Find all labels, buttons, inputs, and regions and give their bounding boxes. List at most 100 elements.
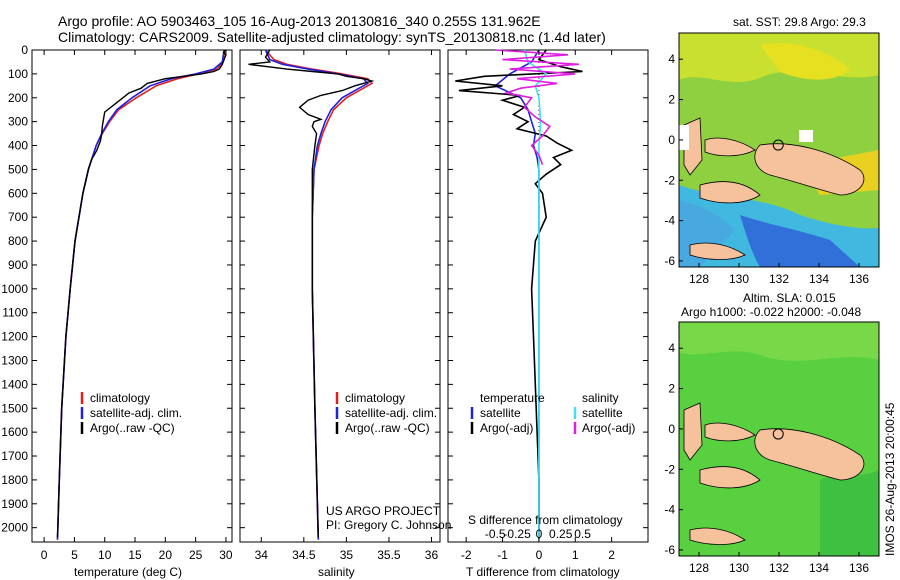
x-tick-label: 2: [608, 548, 615, 562]
map-x-tick-label: 136: [849, 561, 869, 575]
temperature-frame: [31, 49, 233, 543]
x-tick-label: 34: [255, 548, 269, 562]
y-tick-label: 1200: [1, 330, 28, 344]
x-tick-label: 35.5: [377, 548, 401, 562]
map-y-tick-label: -6: [664, 254, 675, 268]
sla-light-band: [679, 322, 879, 361]
legend-label-s-argo: Argo(-adj): [582, 421, 635, 435]
sla-dark-band: [820, 470, 879, 556]
x-tick-label: 1: [572, 548, 579, 562]
x-tick-label: 35: [340, 548, 354, 562]
map-y-tick-label: -6: [664, 543, 675, 557]
y-tick-label: 0: [21, 43, 28, 57]
map-y-tick-label: -4: [664, 503, 675, 517]
y-tick-label: 1500: [1, 401, 28, 415]
land-south-island: [689, 242, 746, 260]
map-x-tick-label: 132: [769, 561, 789, 575]
temperature-panel: 0 5 10 15 20 25 300100200300400500600700800900…: [1, 43, 233, 579]
series-line-3: [495, 49, 579, 165]
land-new-guinea: [754, 428, 865, 481]
map-y-tick-label: 2: [668, 93, 675, 107]
land-misool: [704, 137, 756, 157]
map-x-tick-label: 136: [849, 272, 869, 286]
series-line-1: [56, 49, 225, 540]
y-tick-label: 1700: [1, 449, 28, 463]
map-x-tick-label: 134: [809, 272, 829, 286]
pi-annotation: PI: Gregory C. Johnson: [326, 518, 451, 532]
legend-label-s-satellite: satellite: [582, 406, 623, 420]
y-tick-label: 1900: [1, 497, 28, 511]
y-tick-label: 300: [8, 115, 28, 129]
y-tick-label: 700: [8, 210, 28, 224]
legend-label-climatology: climatology: [90, 391, 150, 405]
map-x-tick-label: 130: [729, 561, 749, 575]
map-x-tick-label: 128: [689, 272, 709, 286]
y-tick-label: 1600: [1, 425, 28, 439]
sst-cloud-gap: [799, 130, 813, 142]
s-difference-label: S difference from climatology: [468, 513, 623, 527]
x-tick-label: 5: [71, 548, 78, 562]
sla-map-title2: Argo h1000: -0.022 h2000: -0.048: [681, 305, 861, 319]
x-tick-label: 0: [536, 548, 543, 562]
map-y-tick-label: 0: [668, 133, 675, 147]
x-tick-label: 34.5: [292, 548, 316, 562]
y-tick-label: 500: [8, 162, 28, 176]
map-y-tick-label: -2: [664, 462, 675, 476]
difference-frame: [447, 49, 649, 543]
temperature-xlabel: temperature (deg C): [74, 565, 182, 579]
sst-map-panel: sat. SST: 29.8 Argo: 29.3 128 130 132 134 13…: [664, 15, 880, 286]
map-y-tick-label: 2: [668, 382, 675, 396]
x-tick-label: 10: [98, 548, 112, 562]
salinity-panel: 34 34.5 35 35.5 36 climatology satellite-adj…: [239, 49, 451, 579]
map-y-tick-label: 0: [668, 422, 675, 436]
difference-panel: -2 -1 0 1 2 -0.5-0.25 0 0.25 0.5 temperature sal…: [447, 49, 649, 579]
map-x-tick-label: 134: [809, 561, 829, 575]
x-tick-label: 15: [128, 548, 142, 562]
y-tick-label: 1800: [1, 473, 28, 487]
sla-map-panel: Altim. SLA: 0.015 Argo h1000: -0.022 h20…: [664, 291, 880, 575]
x-tick-label: 36: [425, 548, 439, 562]
series-line-1: [455, 49, 583, 538]
t-difference-label: T difference from climatology: [466, 565, 620, 579]
legend-label-satellite: satellite-adj. clim.: [90, 406, 182, 420]
land-seram: [699, 181, 761, 204]
x-tick-label: 0: [41, 548, 48, 562]
series-line-2: [56, 49, 227, 538]
y-tick-label: 600: [8, 186, 28, 200]
legend-title-temperature: temperature: [480, 391, 545, 405]
timestamp-watermark: IMOS 26-Aug-2013 20:00:45: [883, 402, 897, 556]
y-tick-label: 200: [8, 91, 28, 105]
title-line1: Argo profile: AO 5903463_105 16-Aug-2013…: [58, 13, 541, 29]
map-x-tick-label: 130: [729, 272, 749, 286]
difference-legend: temperature salinity satellite Argo(-adj…: [470, 391, 635, 435]
sst-cloud-gap: [679, 125, 689, 150]
y-tick-label: 1400: [1, 377, 28, 391]
land-misool: [704, 422, 756, 442]
sst-cool-patch: [740, 215, 860, 267]
x2-tick-label: 0.25: [549, 527, 573, 541]
y-tick-label: 1100: [2, 306, 28, 320]
x-tick-label: 25: [189, 548, 203, 562]
series-line-0: [56, 49, 226, 540]
x-tick-label: 20: [159, 548, 173, 562]
map-y-tick-label: -4: [664, 214, 675, 228]
temperature-legend: climatology satellite-adj. clim. Argo(..…: [80, 391, 182, 435]
argo-position-marker: [772, 428, 784, 440]
legend-label-t-satellite: satellite: [480, 406, 521, 420]
land-halmahera: [683, 402, 703, 461]
legend-label-argo: Argo(..raw -QC): [90, 421, 175, 435]
land-seram: [699, 466, 761, 489]
x2-tick-label: 0.5: [574, 527, 591, 541]
y-tick-label: 400: [8, 139, 28, 153]
sla-map-title1: Altim. SLA: 0.015: [743, 291, 836, 305]
series-line-2: [248, 49, 375, 538]
sst-map-title: sat. SST: 29.8 Argo: 29.3: [733, 15, 866, 29]
x2-tick-label: -0.25: [503, 527, 531, 541]
y-tick-label: 1300: [1, 353, 28, 367]
series-line-2: [523, 49, 548, 540]
y-tick-label: 800: [8, 234, 28, 248]
legend-label-t-argo: Argo(-adj): [480, 421, 533, 435]
y-tick-label: 900: [8, 258, 28, 272]
x2-tick-label: 0: [536, 527, 543, 541]
